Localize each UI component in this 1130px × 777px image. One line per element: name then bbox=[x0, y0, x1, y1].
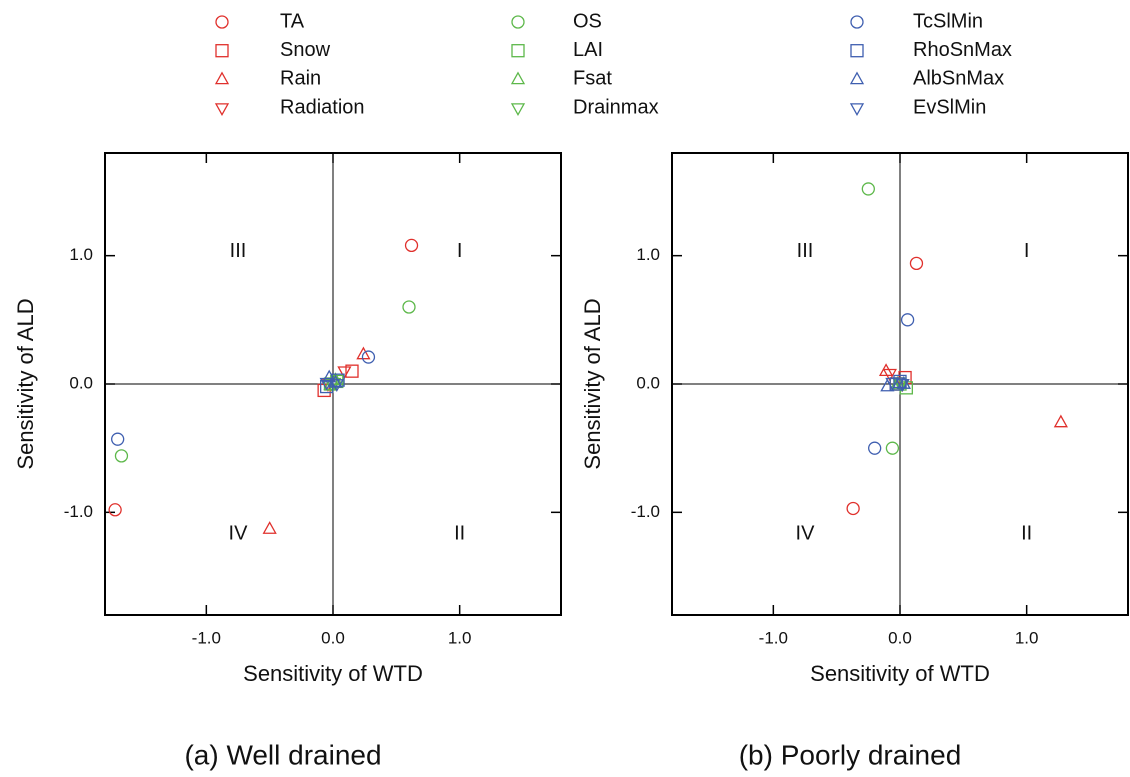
point bbox=[345, 364, 359, 378]
point bbox=[900, 313, 915, 327]
point bbox=[880, 378, 895, 392]
quadrant-label: II bbox=[1021, 522, 1032, 544]
legend-label: AlbSnMax bbox=[913, 68, 1004, 90]
legend-label: EvSlMin bbox=[913, 96, 986, 118]
legend-label: Fsat bbox=[573, 68, 612, 90]
y-axis-title: Sensitivity of ALD bbox=[13, 298, 38, 469]
quadrant-label: III bbox=[230, 240, 247, 262]
legend-label: Drainmax bbox=[573, 96, 659, 118]
y-tick-label: -1.0 bbox=[631, 502, 660, 521]
point bbox=[1053, 414, 1068, 428]
chart-caption: (a) Well drained bbox=[184, 739, 381, 770]
plot: -1.0 0.0 1.0-1.00.01.0 IIIIIIIVSensitivity … bbox=[580, 152, 1129, 770]
x-tick-label: 0.0 bbox=[321, 628, 345, 647]
legend-marker bbox=[511, 44, 525, 58]
legend-marker bbox=[215, 44, 229, 58]
legend-marker bbox=[510, 71, 526, 85]
point bbox=[868, 441, 882, 455]
legend-label: Radiation bbox=[280, 96, 365, 118]
point bbox=[895, 379, 910, 392]
legend-marker bbox=[511, 15, 525, 29]
quadrant-label: II bbox=[454, 522, 465, 544]
legend-marker bbox=[215, 15, 229, 29]
point bbox=[262, 521, 277, 534]
point bbox=[337, 366, 352, 380]
point bbox=[319, 377, 334, 391]
legend-label: TA bbox=[280, 10, 305, 32]
point bbox=[329, 379, 344, 392]
point bbox=[108, 503, 122, 517]
point bbox=[885, 441, 900, 455]
point bbox=[404, 238, 419, 253]
legend-marker bbox=[849, 71, 865, 85]
point bbox=[909, 256, 924, 271]
legend-marker bbox=[850, 15, 864, 29]
point bbox=[361, 350, 376, 364]
y-tick-label: 1.0 bbox=[636, 245, 660, 264]
point bbox=[322, 369, 337, 383]
quadrant-label: IV bbox=[796, 522, 816, 544]
point bbox=[861, 182, 875, 196]
legend-label: LAI bbox=[573, 39, 603, 61]
point bbox=[885, 377, 900, 391]
legend-label: TcSlMin bbox=[913, 10, 983, 32]
quadrant-label: I bbox=[457, 240, 463, 262]
legend-label: RhoSnMax bbox=[913, 39, 1012, 61]
quadrant-label: IV bbox=[229, 522, 249, 544]
y-tick-label: 0.0 bbox=[636, 373, 660, 392]
y-axis-title: Sensitivity of ALD bbox=[580, 298, 605, 469]
quadrant-label: III bbox=[797, 240, 814, 262]
point bbox=[356, 346, 371, 360]
chart-caption: (b) Poorly drained bbox=[739, 739, 962, 770]
point bbox=[328, 374, 343, 388]
legend-marker bbox=[510, 103, 526, 117]
x-axis-title: Sensitivity of WTD bbox=[810, 661, 990, 686]
x-tick-label: 0.0 bbox=[888, 628, 912, 647]
legend-label: Rain bbox=[280, 68, 321, 90]
x-tick-label: 1.0 bbox=[448, 628, 472, 647]
legend-marker bbox=[214, 71, 230, 85]
x-tick-label: -1.0 bbox=[759, 628, 788, 647]
x-tick-label: 1.0 bbox=[1015, 628, 1039, 647]
point bbox=[882, 368, 897, 382]
legend-marker bbox=[214, 103, 230, 117]
point bbox=[846, 501, 860, 516]
legend-label: Snow bbox=[280, 39, 331, 61]
plot: -1.0 0.0 1.0-1.00.01.0 IIIIIIIVSensitivity … bbox=[13, 152, 562, 770]
point bbox=[114, 449, 129, 463]
legend-label: OS bbox=[573, 10, 602, 32]
x-tick-label: -1.0 bbox=[192, 628, 221, 647]
point bbox=[111, 432, 125, 446]
y-tick-label: 1.0 bbox=[69, 245, 93, 264]
y-tick-label: -1.0 bbox=[64, 502, 93, 521]
y-tick-label: 0.0 bbox=[69, 373, 93, 392]
point bbox=[402, 300, 416, 314]
x-axis-title: Sensitivity of WTD bbox=[243, 661, 423, 686]
legend-marker bbox=[849, 103, 865, 117]
quadrant-label: I bbox=[1024, 240, 1030, 262]
legend-marker bbox=[850, 44, 864, 58]
